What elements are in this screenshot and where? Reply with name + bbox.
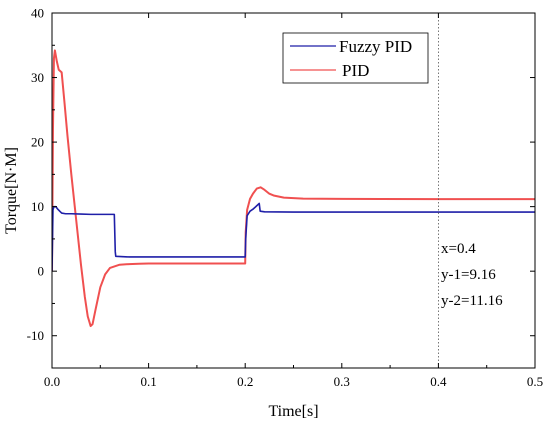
y-tick-label: 10 bbox=[31, 199, 44, 214]
x-axis-label: Time[s] bbox=[268, 403, 318, 420]
y-axis-label: Torque[N·M] bbox=[3, 147, 20, 234]
series-line-pid bbox=[52, 49, 535, 328]
legend-label-fuzzy-pid: Fuzzy PID bbox=[339, 37, 412, 56]
legend-label-pid: PID bbox=[342, 61, 369, 80]
y-tick-label: 30 bbox=[31, 70, 44, 85]
annotation-y2-value: y-2=11.16 bbox=[441, 293, 503, 309]
y-tick-label: 20 bbox=[31, 135, 44, 150]
x-tick-label: 0.1 bbox=[140, 374, 156, 389]
annotation-x-value: x=0.4 bbox=[441, 241, 476, 257]
x-axis-ticks: 0.0 0.1 0.2 0.3 0.4 0.5 bbox=[44, 13, 543, 389]
x-tick-label: 0.2 bbox=[237, 374, 253, 389]
x-tick-label: 0.3 bbox=[334, 374, 350, 389]
y-tick-label: 0 bbox=[38, 264, 45, 279]
y-tick-label: 40 bbox=[31, 6, 44, 21]
annotations: x=0.4 y-1=9.16 y-2=11.16 bbox=[441, 241, 503, 309]
x-tick-label: 0.0 bbox=[44, 374, 60, 389]
y-axis-ticks: -10 0 10 20 30 40 bbox=[27, 6, 535, 369]
x-tick-label: 0.5 bbox=[527, 374, 543, 389]
series-layer bbox=[52, 49, 535, 328]
x-tick-label: 0.4 bbox=[430, 374, 447, 389]
y-tick-label: -10 bbox=[27, 328, 44, 343]
legend: Fuzzy PID PID bbox=[282, 32, 429, 84]
series-line-fuzzy-pid bbox=[52, 202, 535, 272]
legend-box bbox=[282, 32, 429, 84]
annotation-y1-value: y-1=9.16 bbox=[441, 267, 496, 283]
